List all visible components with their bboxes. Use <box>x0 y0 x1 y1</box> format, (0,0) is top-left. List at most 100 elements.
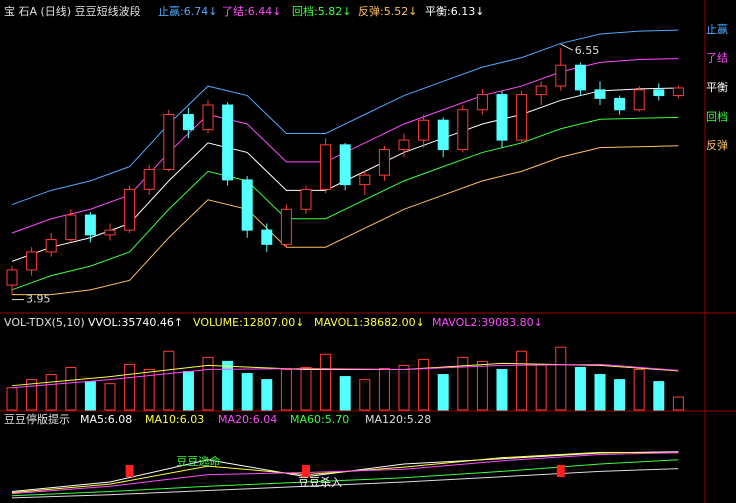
volume-bar <box>280 368 292 411</box>
panel-title: 豆豆停版提示 <box>4 412 70 426</box>
series-line <box>11 451 679 493</box>
volume-bar <box>339 376 351 411</box>
panel-title: 宝 石A (日线) 豆豆短线波段 <box>4 4 141 18</box>
series-line <box>11 452 679 495</box>
legend-label: VOLUME:12807.00↓ <box>193 316 304 329</box>
candle-body <box>437 119 449 151</box>
candle-body <box>535 85 547 96</box>
signal-marker <box>556 465 565 477</box>
volume-bar <box>222 360 234 411</box>
candle-body <box>496 94 508 141</box>
candle-body <box>457 109 469 151</box>
volume-bar <box>496 368 508 411</box>
legend-label: 回档:5.82↓ <box>292 4 351 18</box>
candle-body <box>163 114 175 170</box>
volume-bar <box>65 366 77 411</box>
candle-body <box>202 104 214 131</box>
candle-body <box>280 208 292 245</box>
candle-body <box>574 64 586 91</box>
legend-label: MAVOL1:38682.00↓ <box>314 316 425 329</box>
legend-label: VVOL:35740.46↑ <box>88 316 183 329</box>
legend-label: MA60:5.70 <box>290 413 349 426</box>
volume-bar <box>378 367 390 411</box>
volume-bar <box>45 374 57 411</box>
annotation: 3.95 <box>26 293 51 306</box>
volume-bar <box>516 350 528 411</box>
volume-bar <box>202 356 214 411</box>
candle-body <box>241 179 253 231</box>
series-line <box>11 468 679 499</box>
candle-body <box>182 114 194 131</box>
candle-body <box>104 229 116 236</box>
volume-bar <box>320 353 332 411</box>
volume-bar <box>633 368 645 411</box>
legend-label: 平衡:6.13↓ <box>425 5 484 18</box>
annotation: 豆豆逃命 <box>176 454 220 468</box>
volume-bar <box>457 356 469 411</box>
candle-body <box>6 269 18 286</box>
candle-body <box>339 144 351 186</box>
volume-bar <box>398 364 410 411</box>
candle-body <box>26 251 38 271</box>
band-label: 止赢 <box>706 22 728 36</box>
series-line <box>11 363 679 389</box>
band-label: 反弹 <box>706 138 728 152</box>
candle-body <box>516 94 528 141</box>
volume-bar <box>300 366 312 411</box>
legend-label: MAVOL2:39083.80↓ <box>432 316 543 329</box>
candle-body <box>398 139 410 151</box>
series-line <box>11 29 679 206</box>
band-label: 平衡 <box>706 81 728 94</box>
volume-bar <box>6 387 18 411</box>
series-line <box>11 459 679 497</box>
volume-bar <box>555 346 567 411</box>
series-line <box>11 116 679 291</box>
candle-body <box>594 89 606 99</box>
candle-body <box>65 214 77 241</box>
candle-body <box>378 149 390 176</box>
candle-body <box>418 119 430 141</box>
legend-label: 了结:6.44↓ <box>222 5 281 18</box>
volume-bar <box>261 379 273 411</box>
legend-label: 反弹:5.52↓ <box>358 4 417 18</box>
band-label: 回档 <box>706 109 728 123</box>
candle-body <box>672 87 684 97</box>
legend-label: MA5:6.08 <box>80 413 132 426</box>
volume-bar <box>182 371 194 411</box>
volume-bar <box>104 383 116 411</box>
legend-label: MA10:6.03 <box>145 413 204 426</box>
band-label: 了结 <box>706 52 728 65</box>
annotation-arrow <box>560 43 574 51</box>
volume-bar <box>418 358 430 411</box>
candle-body <box>359 174 371 186</box>
candle-body <box>222 104 234 181</box>
candle-body <box>320 144 332 190</box>
volume-bar <box>359 379 371 411</box>
candle-body <box>261 229 273 245</box>
candle-body <box>633 89 645 111</box>
volume-bar <box>594 374 606 411</box>
candle-body <box>555 64 567 87</box>
candle-body <box>84 214 96 236</box>
candle-body <box>143 168 155 190</box>
legend-label: MA120:5.28 <box>365 413 431 426</box>
legend-label: MA20:6.04 <box>218 413 277 426</box>
legend-label: 止赢:6.74↓ <box>158 4 217 18</box>
volume-bar <box>241 373 253 411</box>
candle-body <box>614 97 626 111</box>
volume-bar <box>574 366 586 411</box>
volume-bar <box>84 381 96 411</box>
volume-bar <box>614 379 626 411</box>
series-line <box>11 362 679 387</box>
signal-marker <box>125 465 134 477</box>
annotation: 6.55 <box>575 44 600 57</box>
candle-body <box>476 94 488 111</box>
volume-bar <box>143 368 155 411</box>
volume-bar <box>163 350 175 411</box>
annotation: 豆豆杀入 <box>298 475 342 489</box>
candle-body <box>300 188 312 210</box>
candle-body <box>124 188 136 231</box>
volume-bar <box>672 396 684 411</box>
